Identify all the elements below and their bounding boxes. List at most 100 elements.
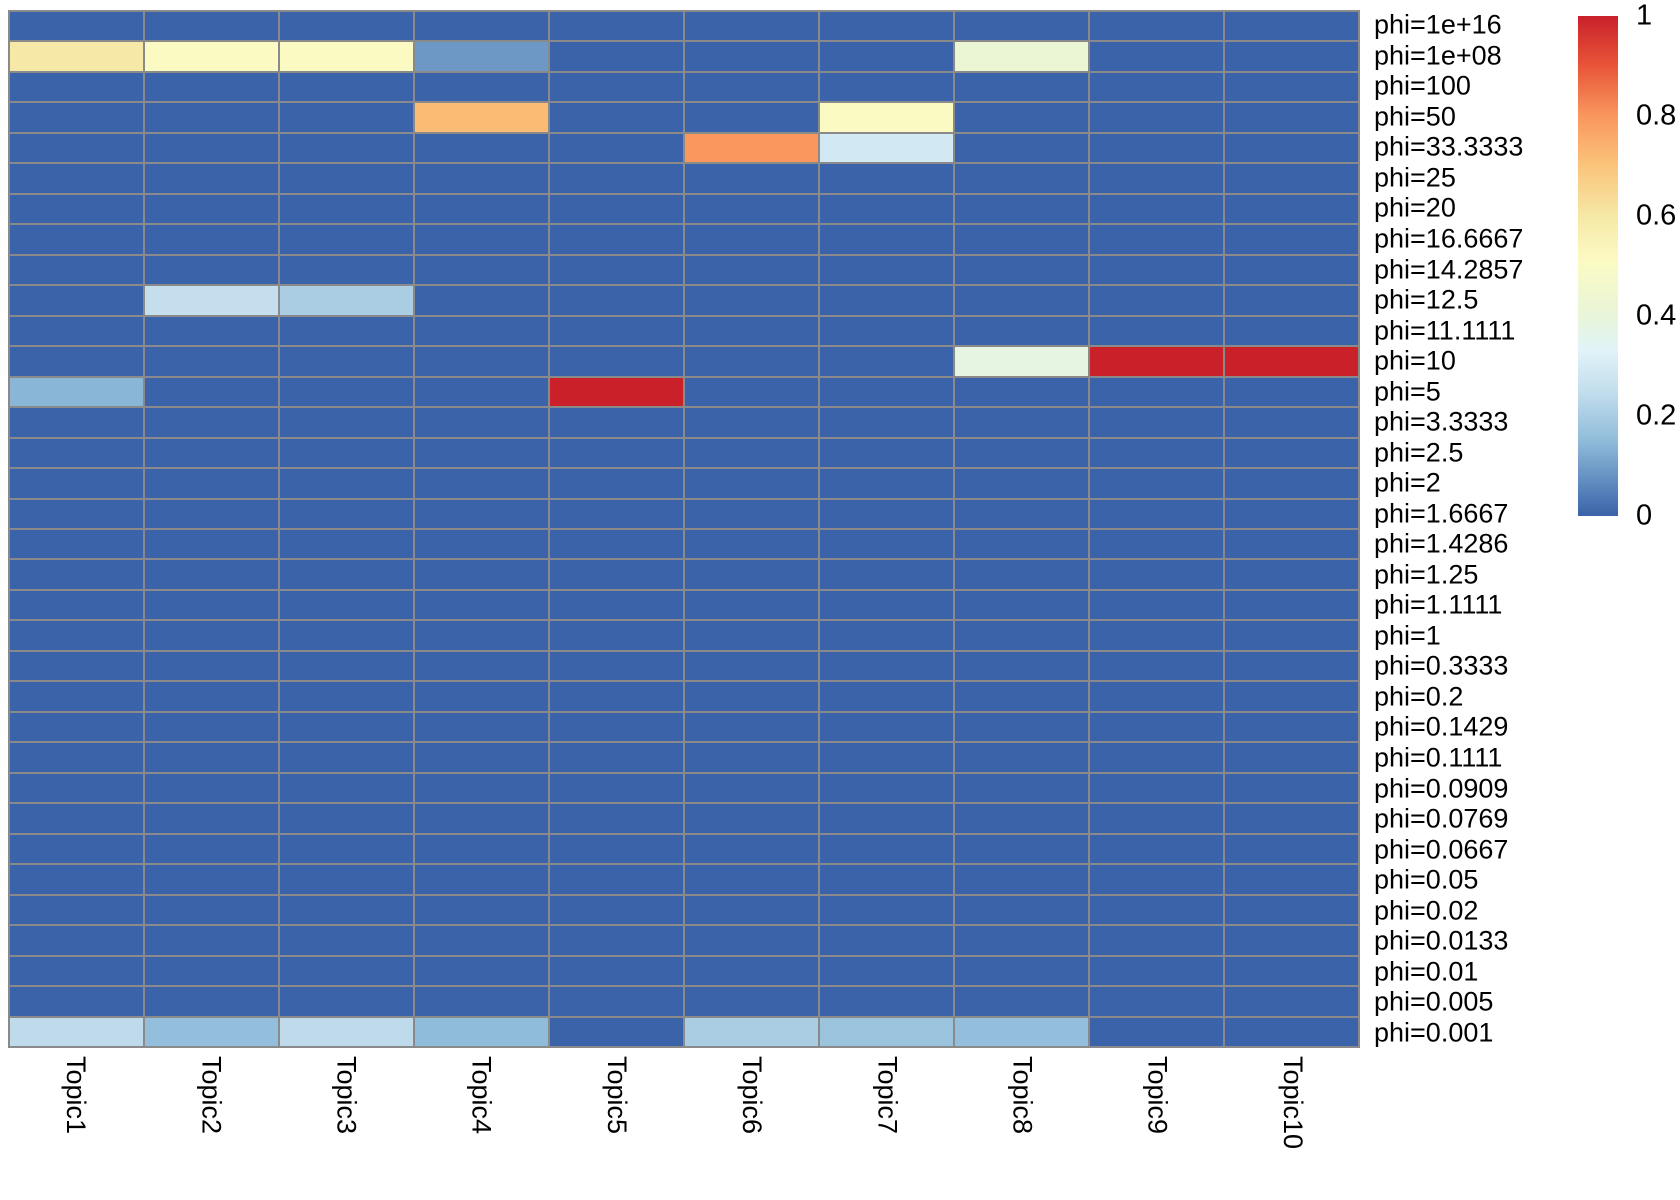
heatmap-cell	[1090, 438, 1223, 468]
heatmap-cell	[1090, 286, 1223, 315]
heatmap-cell	[145, 103, 278, 132]
heatmap-cell	[820, 347, 953, 376]
heatmap-cell	[685, 651, 818, 681]
row-label: phi=0.01	[1374, 956, 1479, 987]
heatmap-cell	[415, 926, 548, 955]
heatmap-cell	[820, 956, 953, 986]
row-label: phi=0.0133	[1374, 925, 1509, 956]
heatmap-cell	[145, 865, 278, 894]
heatmap-cell	[1225, 865, 1358, 894]
heatmap-cell	[820, 834, 953, 864]
heatmap-cell	[685, 804, 818, 833]
heatmap-cell	[145, 651, 278, 681]
heatmap-cell	[685, 712, 818, 742]
heatmap-cell	[1225, 438, 1358, 468]
heatmap-cell	[10, 72, 143, 102]
heatmap-cell	[415, 834, 548, 864]
row-label: phi=1e+08	[1374, 40, 1502, 71]
heatmap-cell	[10, 834, 143, 864]
heatmap-cell	[820, 164, 953, 193]
heatmap-cell	[955, 316, 1088, 346]
heatmap-cell	[1225, 743, 1358, 772]
heatmap-cell	[145, 956, 278, 986]
heatmap-cell	[1225, 530, 1358, 559]
heatmap-cell	[10, 194, 143, 224]
heatmap-cell	[955, 621, 1088, 650]
heatmap-cell	[685, 987, 818, 1016]
heatmap-cell	[1090, 469, 1223, 498]
heatmap-cell	[820, 103, 953, 132]
heatmap-cell	[280, 773, 413, 803]
heatmap-cell	[280, 926, 413, 955]
heatmap-cell	[280, 834, 413, 864]
heatmap-cell	[685, 438, 818, 468]
heatmap-cell	[145, 926, 278, 955]
heatmap-cell	[280, 133, 413, 163]
heatmap-cell	[1090, 712, 1223, 742]
heatmap-cell	[955, 347, 1088, 376]
heatmap-cell	[10, 499, 143, 528]
row-label: phi=11.1111	[1374, 315, 1516, 346]
heatmap-cell	[820, 316, 953, 346]
heatmap-cell	[955, 164, 1088, 193]
heatmap-cell	[280, 712, 413, 742]
heatmap-cell	[1090, 12, 1223, 41]
row-label: phi=14.2857	[1374, 254, 1524, 284]
heatmap-cell	[820, 895, 953, 925]
row-label: phi=16.6667	[1374, 223, 1524, 254]
heatmap-cell	[1090, 834, 1223, 864]
heatmap-cell	[550, 12, 683, 41]
heatmap-cell	[1225, 712, 1358, 742]
heatmap-cell	[10, 712, 143, 742]
colorbar-tick: 0.8	[1636, 99, 1677, 132]
heatmap-cell	[820, 12, 953, 41]
heatmap-cell	[1090, 164, 1223, 193]
heatmap-cell	[955, 377, 1088, 407]
heatmap-cell	[1090, 560, 1223, 589]
heatmap-cell	[685, 72, 818, 102]
heatmap-cell	[415, 651, 548, 681]
heatmap-cell	[820, 469, 953, 498]
heatmap-grid	[8, 10, 1360, 1048]
heatmap-cell	[145, 804, 278, 833]
heatmap-cell	[1090, 926, 1223, 955]
heatmap-cell	[550, 255, 683, 285]
heatmap-cell	[1090, 255, 1223, 285]
heatmap-cell	[415, 408, 548, 437]
heatmap-cell	[1225, 804, 1358, 833]
heatmap-cell	[820, 255, 953, 285]
col-label: Topic5	[601, 1056, 632, 1135]
heatmap-cell	[145, 499, 278, 528]
heatmap-cell	[145, 12, 278, 41]
heatmap-cell	[1090, 499, 1223, 528]
heatmap-cell	[145, 621, 278, 650]
heatmap-cell	[550, 103, 683, 132]
heatmap-cell	[820, 286, 953, 315]
row-label: phi=12.5	[1374, 284, 1479, 315]
heatmap-cell	[550, 347, 683, 376]
heatmap-cell	[1225, 225, 1358, 254]
heatmap-cell	[1090, 956, 1223, 986]
heatmap-cell	[10, 865, 143, 894]
heatmap-cell	[10, 651, 143, 681]
heatmap-cell	[1225, 469, 1358, 498]
heatmap-cell	[145, 773, 278, 803]
heatmap-cell	[1090, 103, 1223, 132]
heatmap-cell	[1225, 1017, 1358, 1046]
heatmap-cell	[145, 408, 278, 437]
heatmap-cell	[685, 347, 818, 376]
heatmap-cell	[10, 956, 143, 986]
heatmap-cell	[820, 194, 953, 224]
heatmap-cell	[955, 133, 1088, 163]
heatmap-cell	[145, 316, 278, 346]
heatmap-cell	[685, 865, 818, 894]
heatmap-cell	[415, 133, 548, 163]
heatmap-cell	[955, 499, 1088, 528]
heatmap-cell	[415, 895, 548, 925]
heatmap-cell	[280, 682, 413, 711]
heatmap-cell	[10, 895, 143, 925]
heatmap-cell	[1090, 316, 1223, 346]
heatmap-cell	[10, 255, 143, 285]
heatmap-cell	[955, 42, 1088, 71]
heatmap-cell	[1225, 133, 1358, 163]
